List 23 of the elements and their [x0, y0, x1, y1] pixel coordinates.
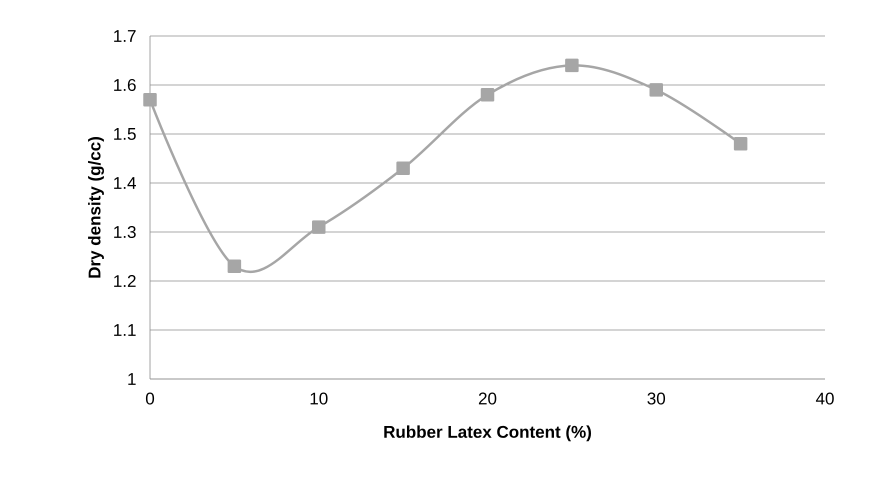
point: [650, 83, 664, 97]
x-tick-label: 0: [146, 392, 154, 405]
x-tick-label: 10: [310, 392, 328, 405]
y-tick-label: 1.5: [114, 128, 136, 140]
y-tick-label: 1.2: [114, 275, 136, 287]
x-axis-title: Rubber Latex Content (%): [384, 425, 591, 442]
point: [480, 88, 494, 102]
x-tick-label: 30: [647, 392, 666, 405]
y-axis-title: Dry density (g/cc): [88, 137, 104, 278]
y-tick-label: 1.1: [114, 324, 136, 336]
y-tick-label: 1.7: [114, 30, 136, 42]
y-tick-label: 1.6: [114, 78, 136, 92]
point: [565, 58, 579, 72]
x-tick-label: 40: [816, 392, 834, 405]
point: [396, 162, 410, 176]
point: [734, 137, 748, 151]
point: [312, 220, 326, 234]
y-tick-label: 1.3: [114, 226, 136, 238]
y-tick-label: 1.4: [114, 177, 136, 189]
point: [143, 92, 157, 106]
point: [228, 260, 242, 274]
x-tick-label: 20: [478, 392, 496, 405]
y-tick-label: 1: [128, 373, 136, 385]
